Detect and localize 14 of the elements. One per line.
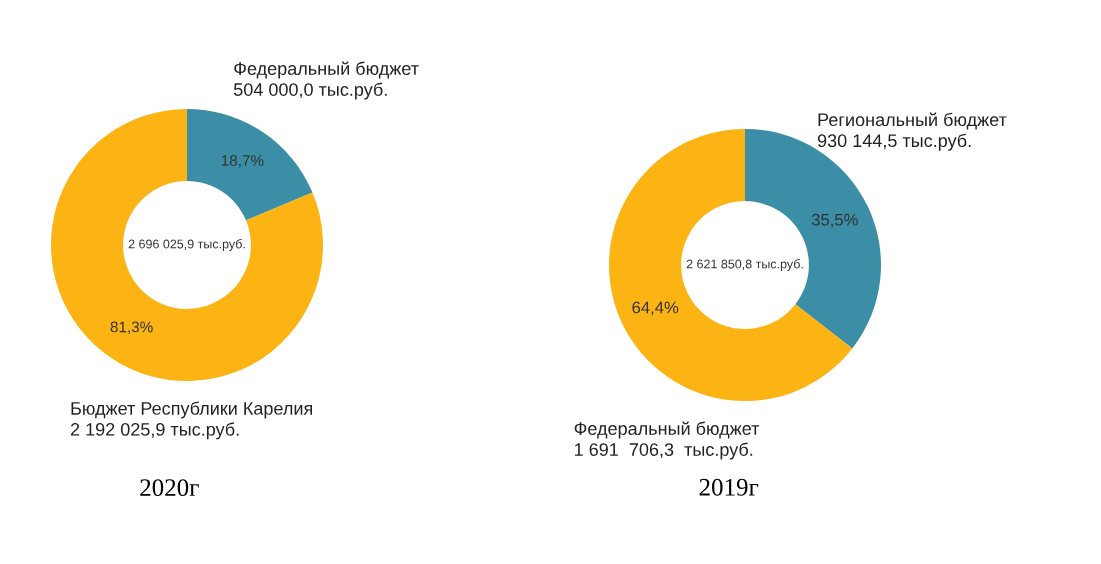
slice-label: Федеральный бюджет 504 000,0 тыс.руб. [233, 61, 419, 100]
data-label: 81,3% [110, 321, 153, 335]
donut-slice [51, 109, 323, 381]
data-label: 18,7% [221, 155, 264, 168]
text: 2 621 850,8 тыс.руб. [686, 259, 803, 271]
slice-label: Бюджет Республики Карелия 2 192 025,9 тыс.руб. [70, 401, 313, 440]
data-label: 35,5% [811, 213, 858, 228]
slice-label: Федеральный бюджет 1 691 706,3 тыс.руб. [574, 421, 760, 460]
text: 2020г [140, 479, 199, 497]
data-label: 64,4% [632, 301, 679, 316]
slice-label: Региональный бюджет 930 144,5 тыс.руб. [817, 112, 1007, 151]
text: 2019г [699, 478, 759, 496]
text: 2 696 025,9 тыс.руб. [128, 239, 245, 251]
donut-slice [187, 109, 313, 221]
